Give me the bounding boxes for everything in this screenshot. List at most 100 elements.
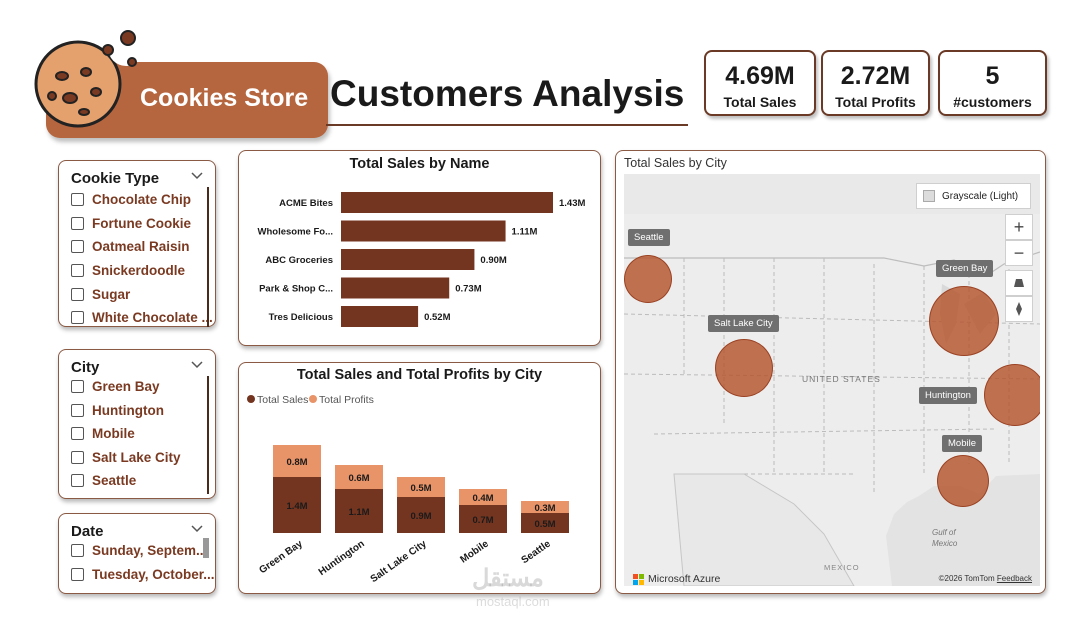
map-canvas[interactable]: UNITED STATES Gulf of Mexico MEXICO Seat… <box>624 174 1040 586</box>
slicer-city: City Green Bay Huntington Mobile Salt La… <box>58 349 216 499</box>
slicer-item-label: White Chocolate ... <box>92 309 213 325</box>
chart-sales-profits-plot: Total Sales Total Profits 1.4M 0.8M Green Ba… <box>247 394 569 585</box>
slicer-item[interactable]: Green Bay <box>71 376 160 396</box>
x-axis-tick-label: Huntington <box>317 538 367 578</box>
chart-title: Total Sales and Total Profits by City <box>296 367 543 383</box>
compass-button[interactable] <box>1005 296 1033 322</box>
checkbox[interactable] <box>71 543 84 557</box>
kpi-value: 4.69M <box>725 62 795 90</box>
slicer-item[interactable]: Seattle <box>71 470 136 490</box>
checkbox[interactable] <box>71 287 84 301</box>
slicer-item[interactable]: Snickerdoodle <box>71 260 185 280</box>
feedback-link[interactable]: Feedback <box>996 574 1032 583</box>
kpi-label: #customers <box>953 94 1032 110</box>
zoom-in-button[interactable]: + <box>1005 214 1033 240</box>
slicer-item[interactable]: Chocolate Chip <box>71 189 191 209</box>
pitch-button[interactable] <box>1005 270 1033 296</box>
slicer-item-label: Sunday, Septem... <box>92 542 208 558</box>
slicer-title: City <box>71 359 100 376</box>
bar <box>341 306 419 327</box>
kpi-customers: 5 #customers <box>938 50 1047 116</box>
slicer-item[interactable]: Salt Lake City <box>71 447 181 467</box>
zoom-out-button[interactable]: − <box>1005 240 1033 266</box>
slicer-item-label: Sugar <box>92 286 131 302</box>
checkbox[interactable] <box>71 379 84 393</box>
slicer-title: Date <box>71 523 104 540</box>
kpi-value: 2.72M <box>840 62 911 90</box>
chevron-down-icon[interactable] <box>191 360 203 370</box>
map-attribution: ©2026 TomTom Feedback <box>939 574 1032 583</box>
bar-data-label: 0.5M <box>410 483 431 494</box>
slicer-item[interactable]: Oatmeal Raisin <box>71 236 190 256</box>
slicer-item[interactable]: Tuesday, October... <box>71 564 215 584</box>
checkbox[interactable] <box>71 403 84 417</box>
map-bubble-salt-lake-city[interactable] <box>715 339 773 397</box>
checkbox[interactable] <box>71 216 84 230</box>
map-bubble-seattle[interactable] <box>624 255 672 303</box>
checkbox[interactable] <box>71 567 84 581</box>
stacked-bar-segment <box>273 477 321 533</box>
stacked-bar-segment <box>335 465 383 489</box>
bar-data-label: 1.4M <box>286 501 307 512</box>
checkbox[interactable] <box>71 473 84 487</box>
brand-name: Cookies Store <box>140 84 309 112</box>
map-style-label: Grayscale (Light) <box>942 190 1019 202</box>
watermark-url: mostaql.com <box>476 594 550 609</box>
bar-category-label: Wholesome Fo... <box>258 227 333 238</box>
bar-category-label: Park & Shop C... <box>259 284 333 295</box>
checkbox[interactable] <box>71 426 84 440</box>
checkbox[interactable] <box>71 192 84 206</box>
checkbox[interactable] <box>71 263 84 277</box>
map-bubble-mobile[interactable] <box>937 455 989 507</box>
bar-data-label: 1.43M <box>559 198 585 209</box>
checkbox[interactable] <box>71 310 84 324</box>
stacked-bar-segment <box>273 445 321 477</box>
bar <box>341 249 475 270</box>
map-city-label: Salt Lake City <box>708 315 779 332</box>
map-bubble-green-bay[interactable] <box>929 286 999 356</box>
kpi-value: 5 <box>985 62 1000 90</box>
slicer-item-label: Snickerdoodle <box>92 262 186 278</box>
slicer-item[interactable]: Sunday, Septem... <box>71 540 207 560</box>
chevron-down-icon[interactable] <box>191 171 203 181</box>
chevron-down-icon[interactable] <box>191 524 203 534</box>
mexico-label: MEXICO <box>824 563 860 572</box>
stacked-bar-segment <box>521 513 569 533</box>
stacked-bar-segment <box>397 477 445 497</box>
slicer-item[interactable]: Fortune Cookie <box>71 213 191 233</box>
map-city-label: Huntington <box>919 387 977 404</box>
microsoft-azure-logo: Microsoft Azure <box>633 573 720 585</box>
title-underline <box>326 124 688 126</box>
stacked-bar-segment <box>335 489 383 533</box>
stacked-bar-segment <box>459 489 507 505</box>
slicer-item[interactable]: Mobile <box>71 423 135 443</box>
x-axis-tick-label: Green Bay <box>257 538 305 576</box>
bar-category-label: Tres Delicious <box>269 312 333 323</box>
scrollbar[interactable] <box>203 538 209 558</box>
map-bubble-huntington[interactable] <box>984 364 1040 426</box>
checkbox[interactable] <box>71 239 84 253</box>
stacked-bar-segment <box>397 497 445 533</box>
chart-title: Total Sales by Name <box>349 156 490 172</box>
bar-data-label: 0.6M <box>348 473 369 484</box>
scrollbar[interactable] <box>207 187 209 327</box>
legend-label: Total Profits <box>319 394 374 406</box>
map-title: Total Sales by City <box>624 156 727 170</box>
scrollbar[interactable] <box>207 376 209 494</box>
slicer-item-label: Oatmeal Raisin <box>92 238 190 254</box>
slicer-item[interactable]: White Chocolate ... <box>71 307 213 327</box>
pitch-icon <box>1014 279 1024 287</box>
checkbox[interactable] <box>71 450 84 464</box>
slicer-item[interactable]: Huntington <box>71 400 164 420</box>
slicer-item[interactable]: Sugar <box>71 284 130 304</box>
legend-marker <box>309 395 317 403</box>
cookie-logo-icon <box>34 30 138 128</box>
stacked-bar-segment <box>459 505 507 533</box>
map-city-label: Seattle <box>628 229 670 246</box>
slicer-item-label: Salt Lake City <box>92 449 181 465</box>
slicer-item-label: Tuesday, October... <box>92 566 215 582</box>
bar <box>341 192 553 213</box>
microsoft-logo-icon <box>633 573 644 585</box>
map-style-icon <box>923 190 935 202</box>
map-style-picker[interactable]: Grayscale (Light) <box>916 183 1031 209</box>
